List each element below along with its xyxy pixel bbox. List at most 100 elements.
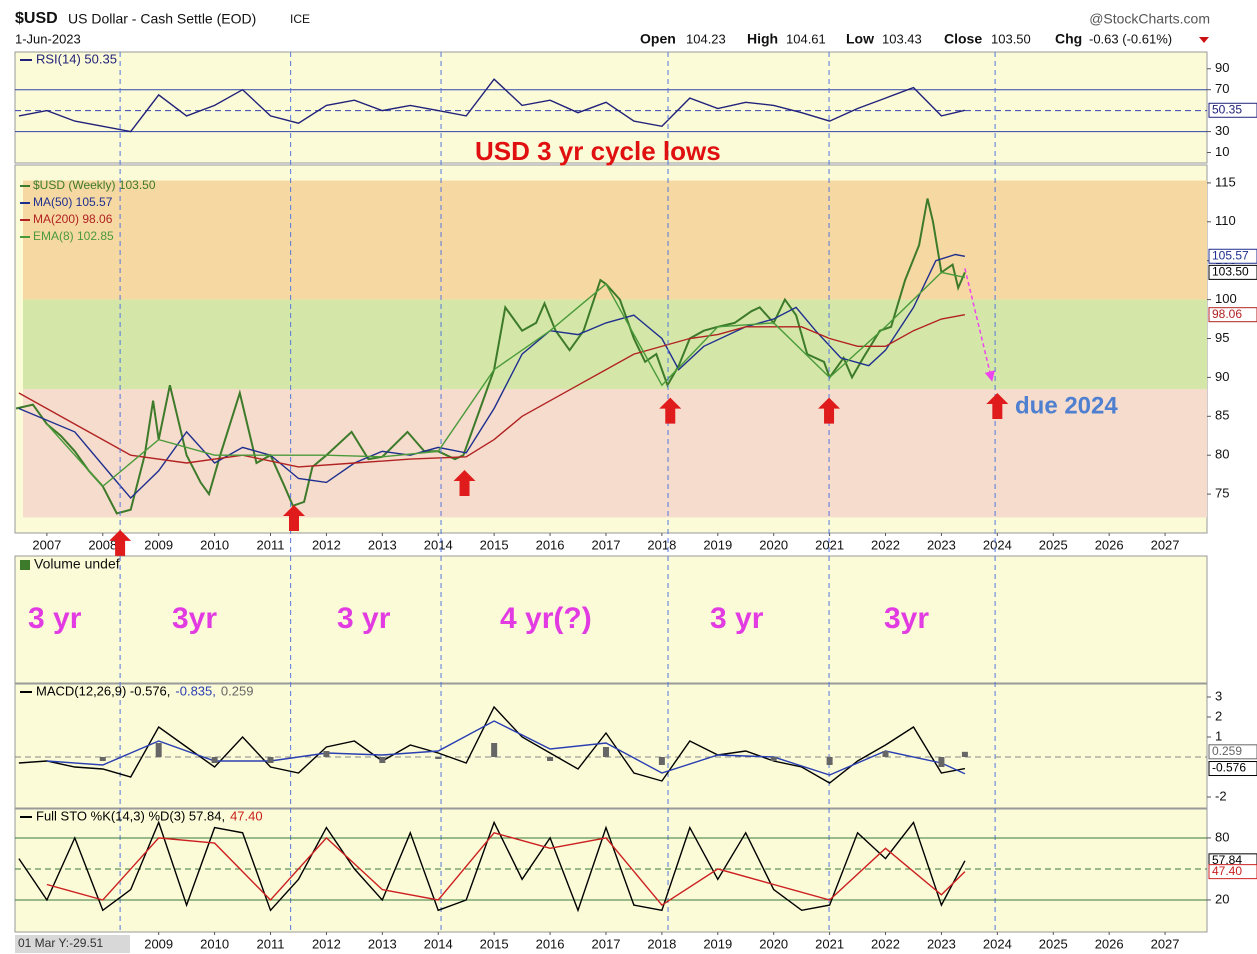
histogram-bar: [323, 751, 330, 757]
legend-label: $USD (Weekly) 103.50: [33, 178, 156, 192]
x-tick-label: 2022: [871, 936, 900, 951]
y-tick-label: 90: [1215, 369, 1229, 384]
histogram-bar: [99, 757, 106, 761]
y-tick-label: 1: [1215, 728, 1222, 743]
x-tick-label: 2012: [312, 936, 341, 951]
x-tick-label: 2023: [927, 537, 956, 552]
cycle-low-arrow: [986, 392, 1009, 419]
cycle-low-arrow: [109, 529, 132, 556]
x-tick-label: 2009: [144, 936, 173, 951]
x-tick-label: 2007: [32, 537, 61, 552]
cycle-low-arrow: [282, 504, 305, 531]
value-tag: -0.576: [1212, 761, 1246, 775]
legend-label: EMA(8) 102.85: [33, 229, 114, 243]
legend-label: -0.835,: [175, 683, 215, 698]
panel: [14, 808, 1208, 933]
histogram-bar: [882, 751, 889, 757]
ohlc-label: High: [747, 31, 778, 47]
x-tick-label: 2018: [647, 537, 676, 552]
x-tick-label: 2024: [983, 537, 1012, 552]
x-tick-label: 2025: [1039, 537, 1068, 552]
x-tick-label: 2015: [480, 537, 509, 552]
histogram-bar: [491, 743, 498, 757]
x-tick-label: 2011: [257, 936, 285, 951]
y-tick-label: 30: [1215, 123, 1229, 138]
annotation: 4 yr(?): [500, 602, 592, 635]
volume-icon: [20, 560, 30, 570]
ohlc-label: Chg: [1055, 31, 1082, 47]
y-tick-label: 75: [1215, 486, 1229, 501]
series-line: [18, 820, 966, 913]
series-line: [18, 705, 966, 784]
cursor-box: [15, 935, 130, 953]
x-tick-label: 2020: [759, 537, 788, 552]
x-tick-label: 2025: [1039, 936, 1068, 951]
annotation: USD 3 yr cycle lows: [475, 136, 721, 166]
x-tick-label: 2026: [1095, 936, 1124, 951]
ohlc-value: 103.43: [882, 31, 922, 46]
histogram-bar: [267, 757, 274, 763]
x-tick-label: 2013: [368, 537, 397, 552]
x-tick-label: 2008: [88, 537, 117, 552]
ohlc-label: Close: [944, 31, 982, 47]
value-tag: 105.57: [1212, 248, 1249, 262]
series-line: [18, 314, 966, 468]
histogram-bar: [211, 757, 218, 763]
projection-arrow: [964, 268, 995, 382]
histogram-bar: [938, 757, 945, 767]
x-tick-label: 2016: [536, 936, 565, 951]
x-tick-label: 2019: [703, 537, 732, 552]
value-tag: 103.50: [1212, 265, 1249, 279]
cycle-low-arrow: [659, 397, 682, 424]
instrument-name: US Dollar - Cash Settle (EOD): [68, 11, 256, 27]
x-tick-label: 2009: [144, 537, 173, 552]
histogram-bar: [379, 757, 386, 763]
legend-label: MA(50) 105.57: [33, 195, 113, 209]
brand: @StockCharts.com: [1089, 11, 1210, 27]
value-tag-box: [1208, 102, 1257, 118]
zone: [23, 180, 1207, 300]
x-tick-label: 2016: [536, 537, 565, 552]
histogram-bar: [155, 743, 162, 757]
date: 1-Jun-2023: [15, 31, 81, 46]
x-tick-label: 2024: [983, 936, 1012, 951]
histogram-bar: [435, 757, 442, 759]
legend-label: 47.40: [230, 808, 263, 823]
value-tag: 47.40: [1212, 864, 1242, 878]
x-tick-label: 2019: [703, 936, 732, 951]
value-tag-box: [1208, 864, 1257, 880]
panel: [14, 51, 1208, 164]
histogram-bar: [658, 757, 665, 765]
value-tag: 57.84: [1212, 853, 1242, 867]
x-tick-label: 2017: [592, 936, 621, 951]
ohlc-value: -0.63 (-0.61%): [1089, 31, 1172, 46]
series-line: [46, 271, 966, 488]
panel: [14, 555, 1208, 684]
y-tick-label: 90: [1215, 60, 1229, 75]
y-tick-label: 95: [1215, 330, 1229, 345]
y-tick-label: 70: [1215, 81, 1229, 96]
series-line: [46, 832, 966, 907]
ohlc-value: 103.50: [991, 31, 1031, 46]
value-tag-box: [1208, 248, 1257, 264]
annotation: due 2024: [1015, 392, 1118, 419]
x-tick-label: 2011: [257, 537, 285, 552]
y-tick-label: 2: [1215, 708, 1222, 723]
value-tag: 98.06: [1212, 307, 1242, 321]
x-tick-label: 2027: [1151, 537, 1180, 552]
series-line: [18, 253, 966, 500]
y-tick-label: 115: [1215, 174, 1236, 189]
annotation: 3 yr: [28, 602, 82, 635]
x-tick-label: 2021: [815, 537, 844, 552]
annotation: 3 yr: [710, 602, 764, 635]
value-tag-box: [1208, 264, 1257, 280]
cursor-label: 01 Mar Y:-29.51: [18, 936, 103, 950]
y-tick-label: -2: [1215, 788, 1227, 803]
down-triangle: [1199, 37, 1209, 43]
y-tick-label: 85: [1215, 408, 1229, 423]
x-tick-label: 2010: [200, 537, 229, 552]
value-tag: 50.35: [1212, 102, 1242, 116]
x-tick-label: 2017: [592, 537, 621, 552]
exchange: ICE: [290, 12, 310, 26]
